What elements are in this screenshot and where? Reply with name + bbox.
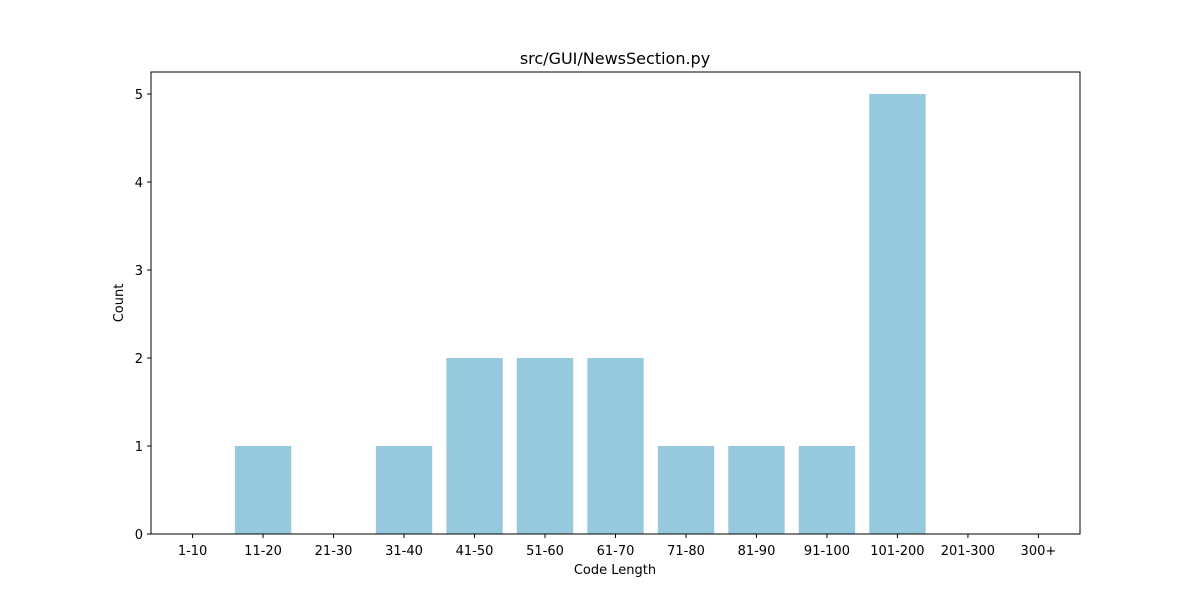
- x-tick-label: 81-90: [738, 544, 776, 559]
- x-tick-label: 1-10: [178, 544, 208, 559]
- x-tick-label: 91-100: [804, 544, 850, 559]
- y-tick-label: 5: [135, 88, 143, 103]
- bars-layer: [234, 94, 926, 534]
- x-axis-label: Code Length: [574, 563, 656, 578]
- bar-91-100: [798, 446, 856, 534]
- y-axis-label: Count: [112, 284, 127, 323]
- bar-61-70: [587, 358, 644, 534]
- x-tick-label: 11-20: [244, 544, 282, 559]
- bar-11-20: [234, 446, 292, 534]
- x-tick-label: 71-80: [667, 544, 705, 559]
- x-tick-label: 201-300: [941, 544, 995, 559]
- x-tick-label: 300+: [1021, 544, 1057, 559]
- y-tick-label: 1: [135, 440, 143, 455]
- bar-71-80: [657, 446, 715, 534]
- x-tick-label: 51-60: [526, 544, 564, 559]
- y-tick-label: 4: [135, 176, 143, 191]
- bar-31-40: [375, 446, 433, 534]
- x-tick-label: 31-40: [385, 544, 423, 559]
- y-tick-label: 3: [135, 264, 143, 279]
- bar-101-200: [869, 94, 926, 534]
- x-tick-label: 41-50: [456, 544, 494, 559]
- x-axis: 1-10 11-20 21-30 31-40 41-50 51-60 61-70 71-80 8…: [178, 534, 1056, 559]
- bar-51-60: [516, 358, 574, 534]
- y-tick-label: 0: [135, 528, 143, 543]
- chart-title: src/GUI/NewsSection.py: [520, 49, 710, 68]
- bar-81-90: [728, 446, 785, 534]
- x-tick-label: 21-30: [315, 544, 353, 559]
- y-axis: 0 1 2 3 4 5: [135, 88, 151, 543]
- bar-41-50: [446, 358, 503, 534]
- x-tick-label: 61-70: [597, 544, 635, 559]
- x-tick-label: 101-200: [870, 544, 924, 559]
- y-tick-label: 2: [135, 352, 143, 367]
